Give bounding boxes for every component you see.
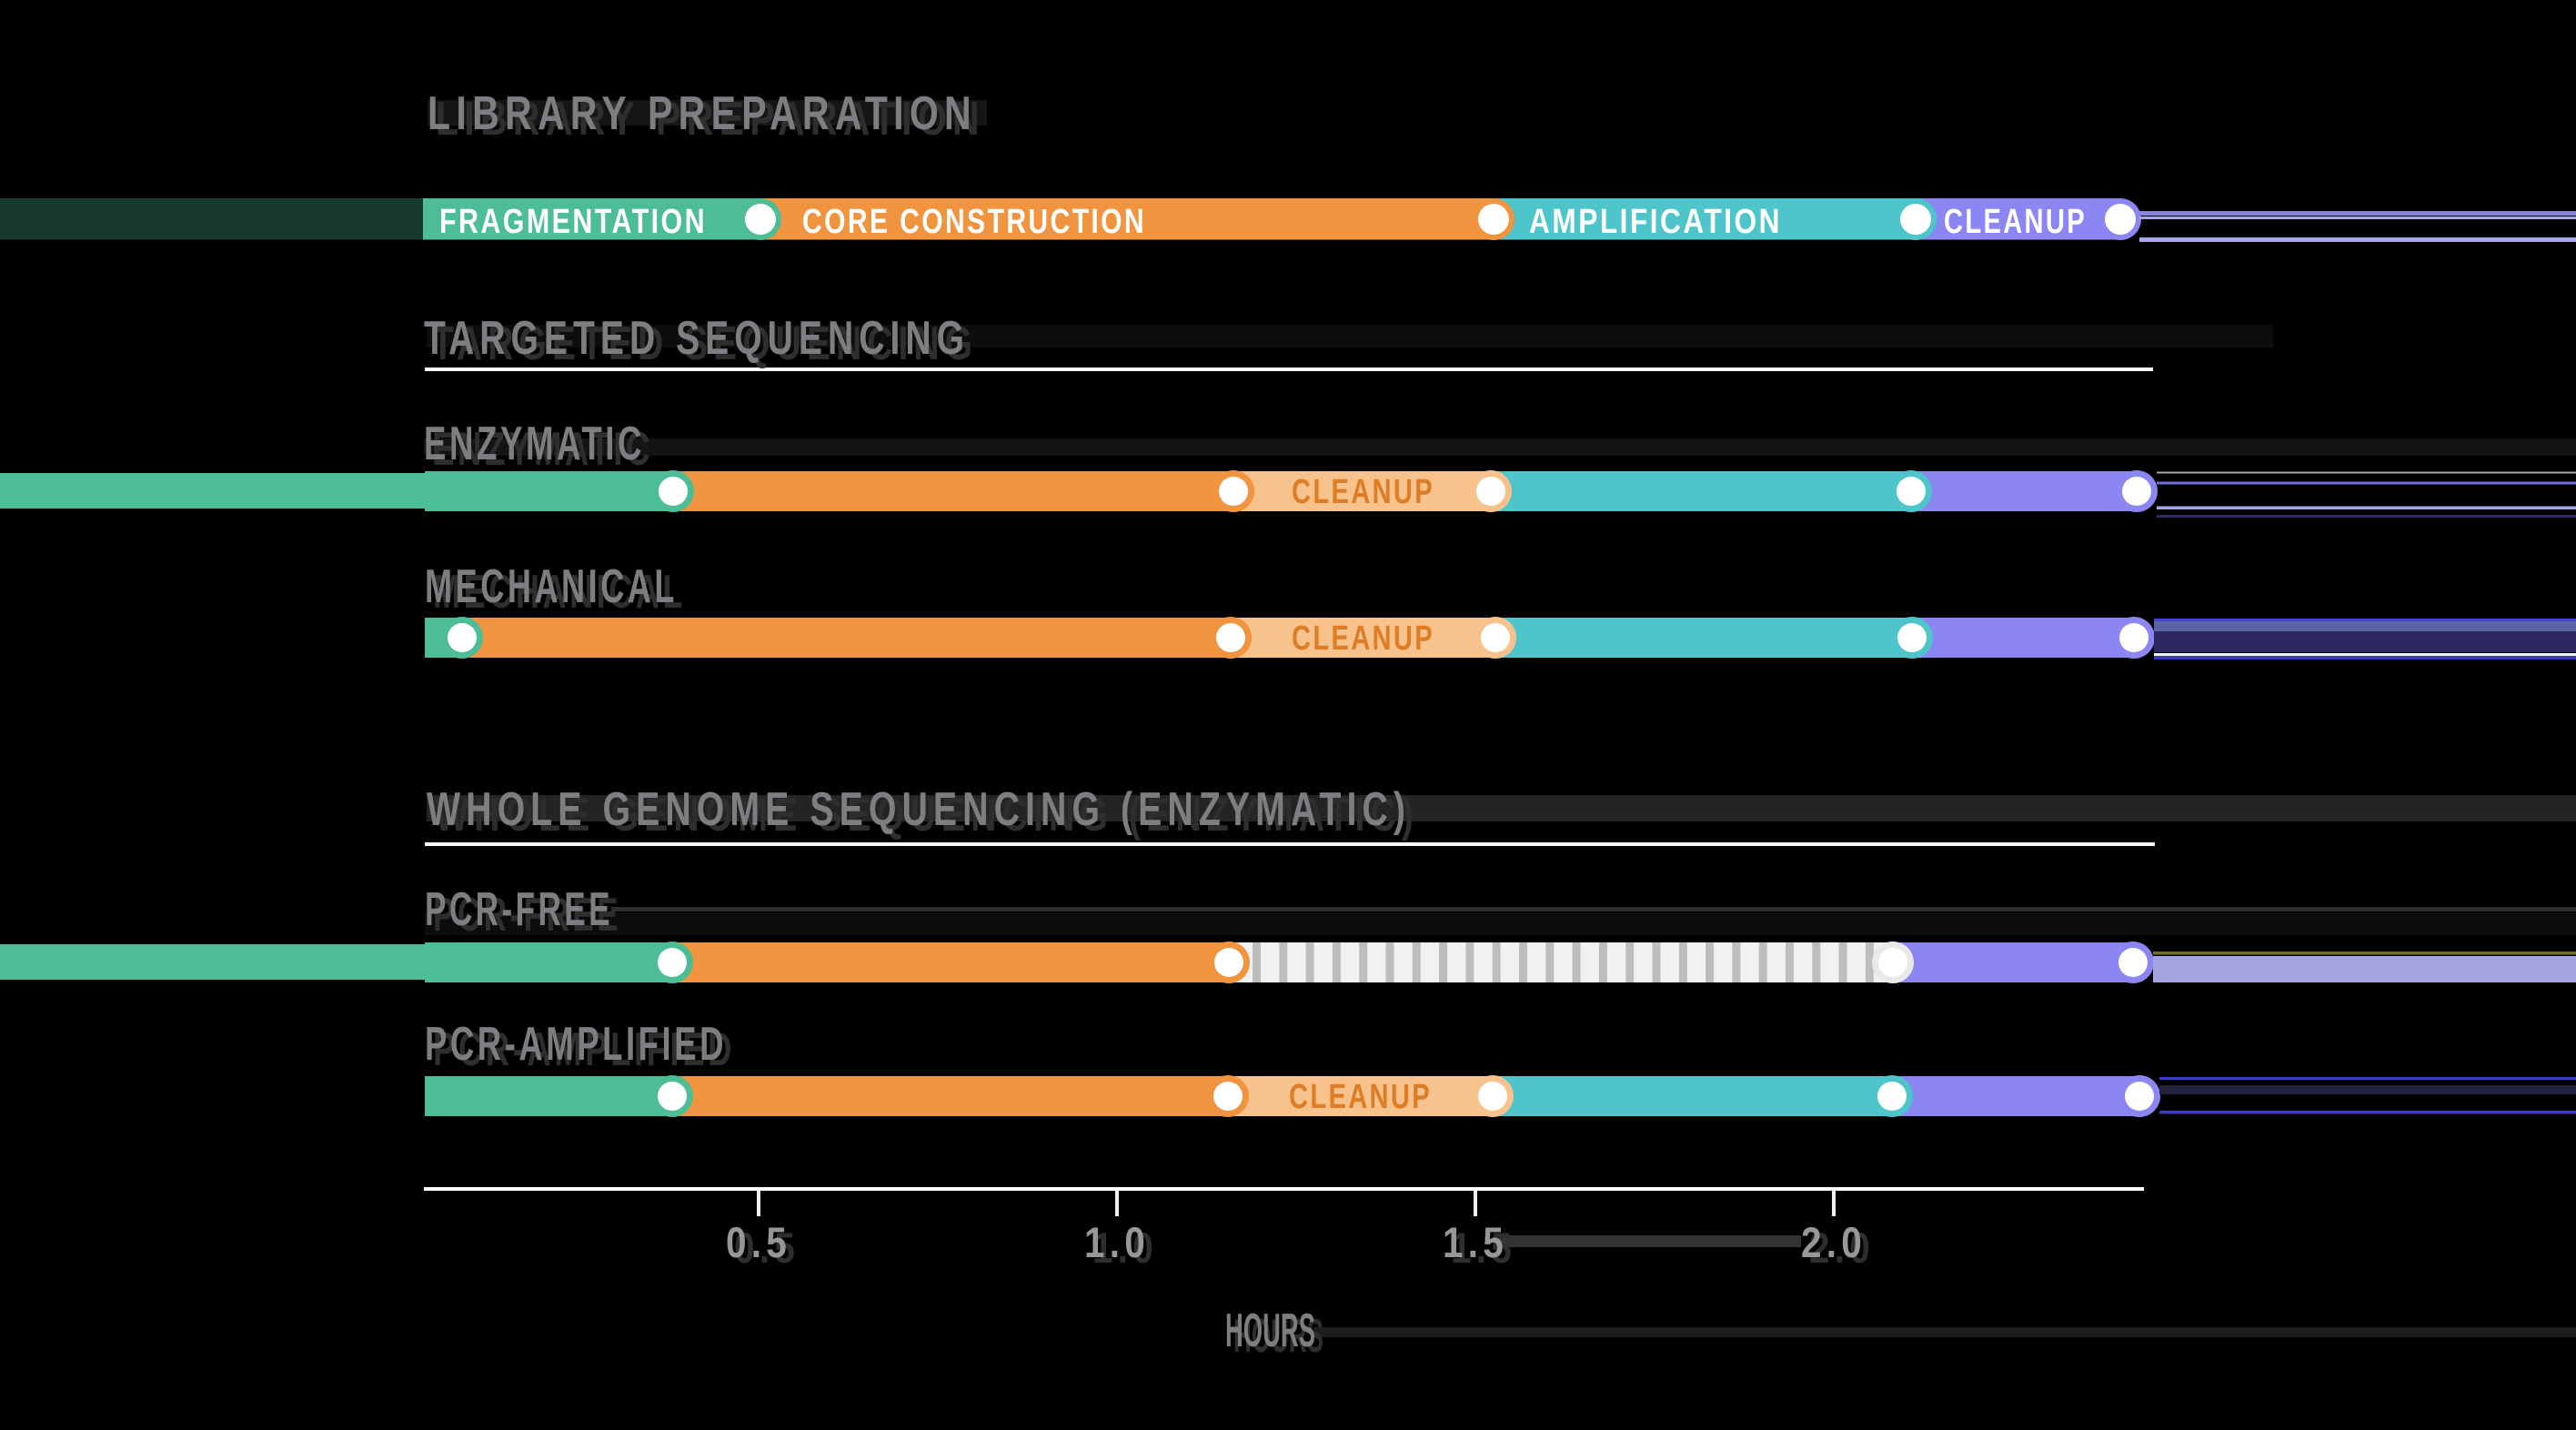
svg-text:MECHANICAL: MECHANICAL [425, 560, 678, 613]
svg-text:WHOLE GENOME SEQUENCING (ENZYM: WHOLE GENOME SEQUENCING (ENZYMATIC) [427, 783, 1411, 836]
svg-text:PCR-FREE: PCR-FREE [433, 889, 621, 942]
svg-text:MECHANICAL: MECHANICAL [433, 566, 686, 619]
svg-text:1.5: 1.5 [1443, 1218, 1508, 1266]
svg-text:LIBRARY PREPARATION: LIBRARY PREPARATION [436, 93, 985, 146]
svg-text:ENZYMATIC: ENZYMATIC [432, 423, 653, 476]
svg-text:PCR-AMPLIFIED: PCR-AMPLIFIED [433, 1023, 735, 1076]
svg-text:2.0: 2.0 [1801, 1218, 1867, 1266]
svg-text:HOURS: HOURS [1225, 1304, 1315, 1357]
svg-text:LIBRARY PREPARATION: LIBRARY PREPARATION [428, 87, 977, 140]
svg-text:CLEANUP: CLEANUP [1292, 473, 1434, 511]
svg-text:FRAGMENTATION: FRAGMENTATION [439, 203, 707, 241]
svg-text:0.5: 0.5 [734, 1224, 800, 1272]
svg-text:1.0: 1.0 [1084, 1218, 1150, 1266]
svg-text:1.0: 1.0 [1092, 1224, 1158, 1272]
svg-text:AMPLIFICATION: AMPLIFICATION [1529, 203, 1782, 241]
svg-text:CORE CONSTRUCTION: CORE CONSTRUCTION [802, 203, 1146, 241]
svg-text:PCR-FREE: PCR-FREE [425, 883, 613, 936]
svg-text:2.0: 2.0 [1809, 1224, 1875, 1272]
svg-text:CLEANUP: CLEANUP [1289, 1078, 1432, 1116]
svg-text:HOURS: HOURS [1233, 1310, 1323, 1363]
svg-text:CLEANUP: CLEANUP [1292, 619, 1434, 658]
svg-text:TARGETED SEQUENCING: TARGETED SEQUENCING [424, 312, 970, 365]
svg-text:CLEANUP: CLEANUP [1944, 203, 2087, 241]
svg-text:0.5: 0.5 [726, 1218, 791, 1266]
svg-text:TARGETED SEQUENCING: TARGETED SEQUENCING [432, 317, 978, 370]
svg-text:ENZYMATIC: ENZYMATIC [424, 418, 645, 470]
svg-text:PCR-AMPLIFIED: PCR-AMPLIFIED [425, 1018, 727, 1071]
svg-text:WHOLE GENOME SEQUENCING (ENZYM: WHOLE GENOME SEQUENCING (ENZYMATIC) [435, 789, 1419, 841]
svg-text:1.5: 1.5 [1451, 1224, 1516, 1272]
